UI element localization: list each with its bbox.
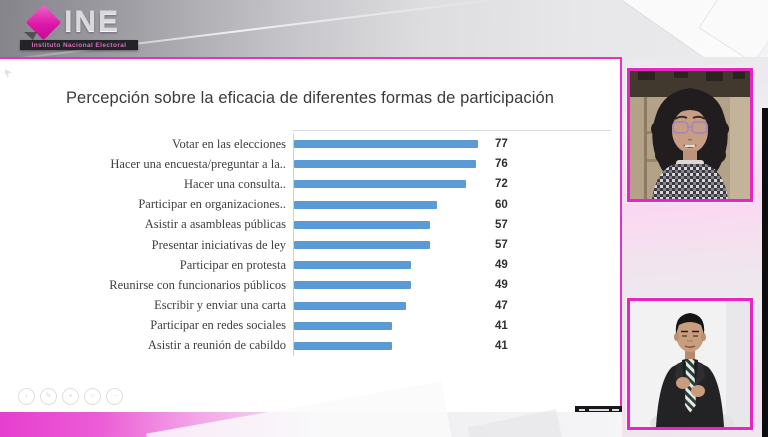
bar-track xyxy=(293,174,490,195)
speaker-video-tile[interactable] xyxy=(627,68,753,202)
pointer-artifact-icon xyxy=(5,69,12,77)
ine-subtitle-strip: Instituto Nacional Electoral xyxy=(20,40,138,50)
bar-track xyxy=(293,234,490,256)
bar-label: Participar en redes sociales xyxy=(150,318,286,333)
shared-slide-panel: Percepción sobre la eficacia de diferent… xyxy=(0,57,623,415)
chart-row: Hacer una consulta.. 72 xyxy=(0,174,612,195)
bar-label: Asistir a reunión de cabildo xyxy=(147,338,286,353)
bar-label: Escribir y enviar una carta xyxy=(154,298,286,313)
chart-row: Votar en las elecciones 77 xyxy=(0,134,612,155)
bar xyxy=(294,281,412,290)
ine-subtitle: Instituto Nacional Electoral xyxy=(31,41,127,49)
bar-label: Reunirse con funcionarios públicos xyxy=(109,277,286,292)
bar-label: Presentar iniciativas de ley xyxy=(151,237,286,252)
bar-track xyxy=(293,154,490,175)
bar-track xyxy=(293,275,490,296)
bar-label: Asistir a asambleas públicas xyxy=(144,217,286,232)
slide-title: Percepción sobre la eficacia de diferent… xyxy=(65,89,555,107)
chart-row: Asistir a reunión de cabildo 41 xyxy=(0,335,612,357)
chart-row: Hacer una encuesta/preguntar a la.. 76 xyxy=(0,154,612,175)
bar-value: 57 xyxy=(495,239,508,252)
chart-rows: Votar en las elecciones 77 Hacer una encue… xyxy=(0,134,612,357)
bar xyxy=(294,301,407,310)
interpreter-video-tile[interactable] xyxy=(627,298,753,430)
bar-label: Hacer una consulta.. xyxy=(183,176,286,191)
sign-language-interpreter-image xyxy=(630,301,750,427)
share-badge xyxy=(575,406,623,415)
pen-icon[interactable]: ✎ xyxy=(40,388,57,405)
bar-value: 60 xyxy=(495,198,508,211)
ine-logo: INE Instituto Nacional Electoral xyxy=(14,4,140,52)
chart-row: Participar en redes sociales 41 xyxy=(0,315,612,336)
bar xyxy=(294,180,467,189)
bar-value: 41 xyxy=(495,339,508,352)
bar xyxy=(294,160,476,169)
zoom-icon[interactable]: ○ xyxy=(84,388,101,405)
ine-wordmark: INE xyxy=(64,5,121,38)
chart-row: Asistir a asambleas públicas 57 xyxy=(0,214,612,235)
bar-value: 41 xyxy=(495,319,508,332)
bar-value: 49 xyxy=(495,279,508,292)
bar-value: 57 xyxy=(495,218,508,231)
chart-row: Escribir y enviar una carta 47 xyxy=(0,295,612,316)
bar-label: Participar en organizaciones.. xyxy=(138,197,286,212)
screen-edge-strip xyxy=(762,108,768,437)
bar xyxy=(294,140,479,149)
bar-value: 47 xyxy=(495,299,508,312)
plot-border xyxy=(293,130,611,131)
bar xyxy=(294,241,431,250)
bar xyxy=(294,200,438,209)
bar-label: Votar en las elecciones xyxy=(172,136,286,151)
bar-track xyxy=(293,295,490,316)
bar-track xyxy=(293,335,490,357)
ine-diamond-shadow xyxy=(24,32,37,40)
bar xyxy=(294,261,412,270)
bar xyxy=(294,220,431,229)
bar-value: 72 xyxy=(495,178,508,191)
bar-track xyxy=(293,194,490,215)
bar-track xyxy=(293,214,490,235)
speaker-webcam-image xyxy=(630,71,750,199)
bar-value: 49 xyxy=(495,259,508,272)
chart-row: Reunirse con funcionarios públicos 49 xyxy=(0,275,612,296)
more-options-icon[interactable]: ⋯ xyxy=(106,388,123,405)
bar-track xyxy=(293,255,490,276)
chart-row: Participar en organizaciones.. 60 xyxy=(0,194,612,215)
bar xyxy=(294,321,392,330)
bar-track xyxy=(293,134,490,155)
bar xyxy=(294,341,392,350)
bar-value: 76 xyxy=(495,158,508,171)
chart-row: Presentar iniciativas de ley 57 xyxy=(0,234,612,256)
bar-value: 77 xyxy=(495,138,508,151)
bar-label: Participar en protesta xyxy=(179,257,286,272)
bar-track xyxy=(293,315,490,336)
slideshow-controls: ‹ ✎ ▪ ○ ⋯ xyxy=(18,388,123,405)
chart-row: Participar en protesta 49 xyxy=(0,255,612,276)
back-icon[interactable]: ‹ xyxy=(18,388,35,405)
bottom-band xyxy=(0,412,622,437)
annotate-icon[interactable]: ▪ xyxy=(62,388,79,405)
bar-label: Hacer una encuesta/preguntar a la.. xyxy=(110,156,286,171)
